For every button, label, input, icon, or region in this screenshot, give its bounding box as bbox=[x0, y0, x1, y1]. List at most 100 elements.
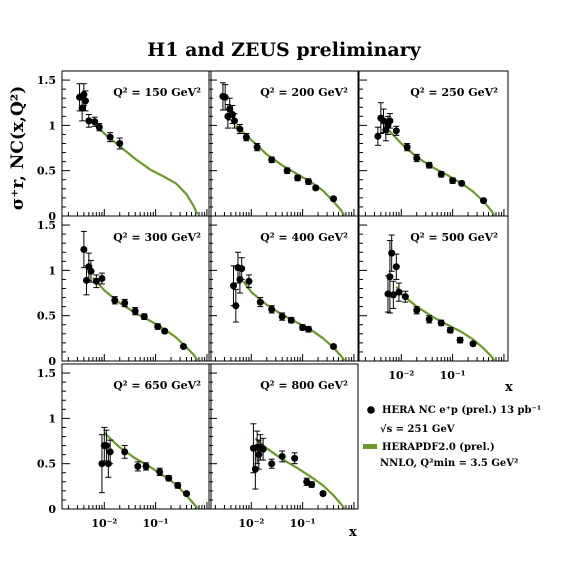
data-point bbox=[226, 105, 234, 113]
data-point bbox=[183, 490, 191, 498]
data-point bbox=[161, 327, 169, 335]
panel-3: Q² = 250 GeV² bbox=[358, 70, 509, 217]
data-point bbox=[81, 97, 89, 105]
y-tick-label: 0 bbox=[48, 210, 56, 223]
panel-q2-label: Q² = 150 GeV² bbox=[113, 86, 201, 99]
data-point bbox=[458, 179, 466, 187]
y-tick-label: 1 bbox=[48, 264, 56, 277]
x-tick-label: 10⁻¹ bbox=[143, 517, 169, 530]
data-point bbox=[92, 277, 100, 285]
data-point bbox=[121, 448, 129, 456]
panel-q2-label: Q² = 800 GeV² bbox=[260, 379, 348, 392]
data-point bbox=[480, 197, 488, 205]
data-point bbox=[319, 490, 327, 498]
data-point bbox=[268, 460, 276, 468]
data-point bbox=[245, 277, 253, 285]
data-point bbox=[294, 174, 302, 182]
panel-q2-label: Q² = 650 GeV² bbox=[113, 379, 201, 392]
data-point bbox=[469, 340, 477, 348]
panel-q2-label: Q² = 400 GeV² bbox=[260, 231, 348, 244]
y-tick-label: 0 bbox=[48, 355, 56, 368]
data-point bbox=[80, 91, 88, 99]
data-point bbox=[386, 117, 394, 125]
data-point bbox=[87, 267, 95, 275]
legend-data-label: HERA NC e⁺p (prel.) 13 pb⁻¹ bbox=[382, 405, 541, 416]
data-point bbox=[255, 451, 263, 459]
data-point bbox=[102, 442, 110, 450]
panel-6: 10⁻² 10⁻¹ Q² = 500 GeV² bbox=[358, 215, 509, 382]
data-point bbox=[111, 296, 119, 304]
data-point bbox=[374, 132, 382, 140]
panel-5: Q² = 400 GeV² bbox=[208, 215, 359, 362]
data-point bbox=[142, 462, 150, 470]
y-tick-label: 1 bbox=[48, 412, 56, 425]
x-tick-label: 10⁻² bbox=[91, 517, 117, 530]
legend-sqrt-s: √s = 251 GeV bbox=[380, 423, 455, 435]
data-point bbox=[268, 156, 276, 164]
x-tick-label: 10⁻² bbox=[238, 517, 264, 530]
data-point bbox=[395, 288, 403, 296]
y-tick-label: 1.5 bbox=[37, 367, 56, 380]
data-point bbox=[180, 343, 188, 350]
data-point bbox=[229, 282, 237, 290]
panel-1: 0 0.5 1 1.5 Q² = 150 GeV² bbox=[37, 70, 212, 223]
data-point bbox=[230, 117, 238, 125]
panel-4: 0 0.5 1 1.5 Q² = 300 GeV² bbox=[37, 215, 212, 368]
data-point bbox=[413, 154, 421, 162]
data-point bbox=[116, 140, 124, 147]
data-point bbox=[121, 299, 129, 307]
x-tick-label: 10⁻¹ bbox=[440, 369, 466, 382]
x-tick-label: 10⁻¹ bbox=[290, 517, 316, 530]
panel-7: 0 0.5 1 1.5 10⁻² 10⁻¹ Q² = 650 GeV² bbox=[37, 363, 212, 530]
data-point bbox=[308, 481, 316, 489]
data-point bbox=[98, 275, 106, 283]
data-point bbox=[134, 462, 142, 470]
y-tick-label: 1.5 bbox=[37, 74, 56, 87]
data-point bbox=[312, 184, 320, 192]
data-point bbox=[425, 161, 433, 169]
x-axis-label-bottom: x bbox=[349, 525, 357, 540]
legend-fit-note: NNLO, Q²min = 3.5 GeV² bbox=[380, 458, 518, 469]
data-point bbox=[236, 125, 244, 133]
panel-2: Q² = 200 GeV² bbox=[208, 70, 359, 217]
fit-curve bbox=[103, 432, 199, 509]
data-point bbox=[425, 315, 433, 323]
data-point bbox=[106, 133, 114, 141]
data-point bbox=[251, 465, 259, 473]
data-point bbox=[268, 305, 276, 313]
data-point bbox=[401, 293, 409, 301]
y-axis-label: σ⁺r, NC(x,Q²) bbox=[8, 86, 28, 211]
data-point bbox=[85, 117, 93, 125]
data-point bbox=[299, 323, 307, 331]
y-tick-label: 0.5 bbox=[37, 310, 56, 323]
data-point bbox=[221, 93, 229, 101]
panel-q2-label: Q² = 250 GeV² bbox=[410, 86, 498, 99]
data-point bbox=[140, 313, 148, 321]
data-point bbox=[165, 474, 173, 482]
data-point bbox=[253, 143, 261, 151]
panel-q2-label: Q² = 500 GeV² bbox=[410, 231, 498, 244]
fit-curve bbox=[254, 437, 346, 509]
panels-group: 0 0.5 1 1.5 Q² = 150 GeV² Q² = 200 GeV² Q² = 2… bbox=[37, 70, 509, 530]
legend: HERA NC e⁺p (prel.) 13 pb⁻¹ √s = 251 GeV… bbox=[363, 405, 541, 469]
data-point bbox=[259, 445, 267, 453]
data-point bbox=[456, 336, 464, 344]
y-tick-label: 1 bbox=[48, 119, 56, 132]
data-point bbox=[95, 123, 103, 131]
data-point bbox=[392, 127, 400, 135]
data-point bbox=[386, 273, 394, 281]
legend-data-marker bbox=[367, 406, 375, 414]
fit-curve bbox=[395, 286, 496, 361]
data-point bbox=[174, 481, 182, 489]
data-point bbox=[154, 323, 162, 331]
panel-8: 10⁻² 10⁻¹ Q² = 800 GeV² bbox=[208, 363, 359, 530]
data-point bbox=[437, 319, 445, 327]
data-point bbox=[278, 452, 286, 460]
data-point bbox=[413, 306, 421, 314]
data-point bbox=[80, 246, 88, 254]
y-tick-label: 0.5 bbox=[37, 458, 56, 471]
data-point bbox=[437, 170, 445, 178]
data-point bbox=[256, 298, 264, 306]
data-point bbox=[449, 177, 457, 185]
